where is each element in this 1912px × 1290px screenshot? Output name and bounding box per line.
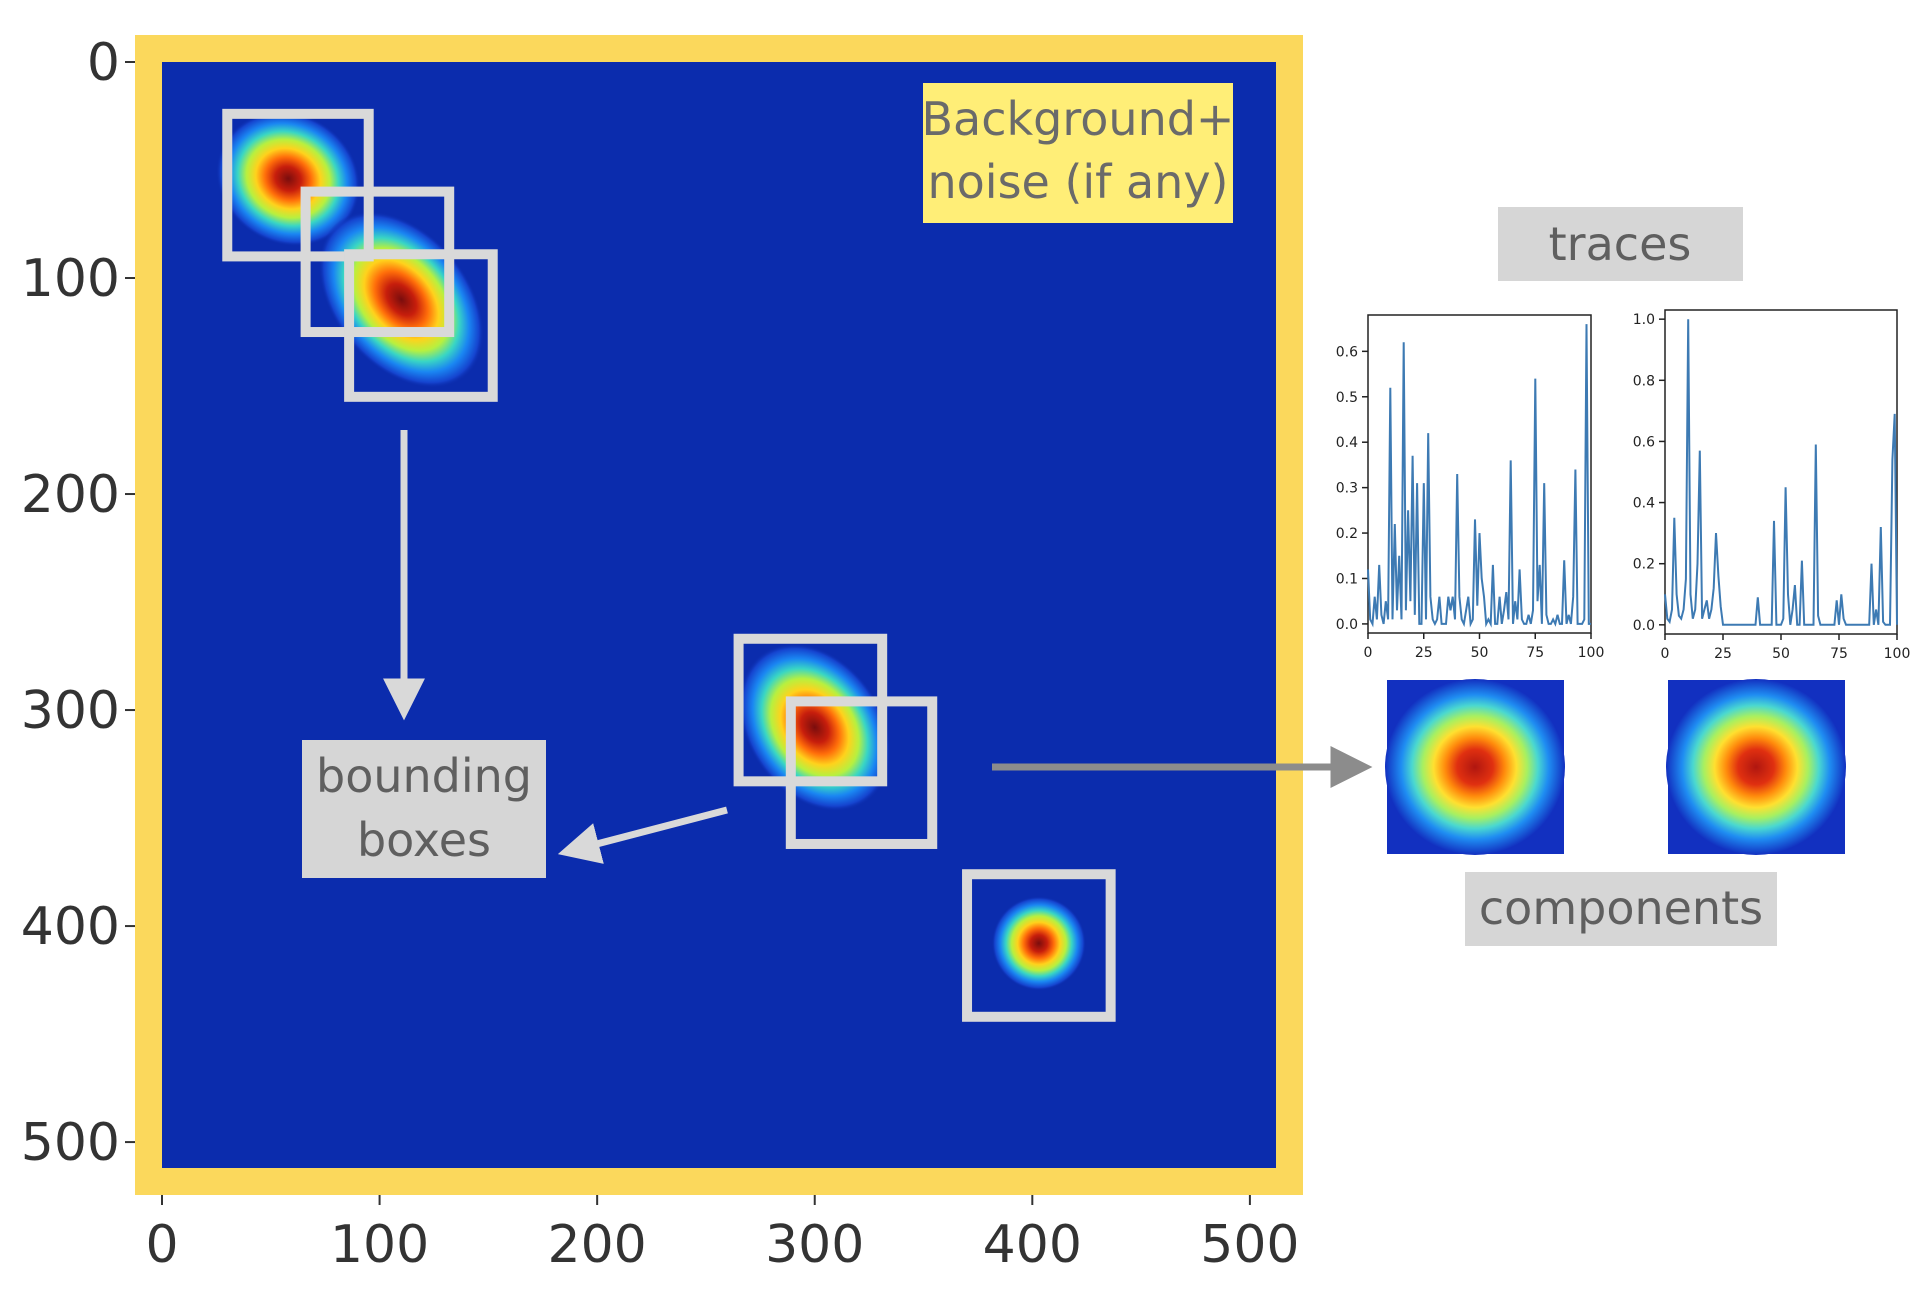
cell-blob	[739, 643, 891, 812]
background-noise-label-line1: Background+	[922, 92, 1235, 146]
x-tick-label: 300	[765, 1215, 864, 1275]
traces-label-box	[1498, 207, 1743, 281]
y-tick-label: 0	[87, 33, 120, 93]
y-tick-label: 200	[21, 465, 120, 525]
trace-x-tick-label: 25	[1714, 646, 1732, 662]
trace-y-tick-label: 1.0	[1633, 312, 1655, 328]
trace-y-tick-label: 0.4	[1336, 435, 1358, 451]
bounding-box	[344, 249, 498, 402]
component-2	[1666, 679, 1846, 855]
y-tick-label: 500	[21, 1113, 120, 1173]
x-tick-label: 200	[548, 1215, 647, 1275]
bounding-boxes-label-box	[302, 740, 546, 878]
cell-blob	[991, 896, 1086, 991]
trace-chart-1: 0.0 0.1 0.2 0.3 0.4 0.5 0.6 0 25 50 75 100	[1336, 314, 1605, 661]
component-1	[1385, 679, 1565, 855]
trace-y-tick-label: 0.4	[1633, 496, 1655, 512]
bounding-box	[962, 869, 1116, 1022]
trace-x-tick-label: 0	[1661, 646, 1670, 662]
bounding-boxes-label-line2: boxes	[357, 813, 491, 867]
bounding-boxes-label-line1: bounding	[316, 749, 532, 803]
trace-y-tick-label: 0.0	[1336, 617, 1358, 633]
cell-blob	[216, 111, 361, 247]
x-axis-ticks: 0 100 200 300 400 500	[145, 1195, 1300, 1275]
trace-chart-2: 0.0 0.2 0.4 0.6 0.8 1.0 0 25 50 75 100	[1633, 309, 1911, 662]
trace-series-line	[1664, 319, 1898, 626]
components-label-box	[1465, 872, 1777, 946]
y-tick-label: 100	[21, 249, 120, 309]
trace-x-tick-label: 75	[1526, 645, 1544, 661]
background-noise-label-line2: noise (if any)	[927, 155, 1228, 209]
bounding-box	[222, 108, 374, 262]
trace-x-tick-label: 50	[1471, 645, 1489, 661]
y-axis-ticks: 0 100 200 300 400 500	[21, 33, 135, 1173]
bounding-box	[785, 696, 938, 849]
bounding-box	[300, 186, 455, 338]
trace-y-tick-label: 0.1	[1336, 571, 1358, 587]
trace-y-tick-label: 0.8	[1633, 373, 1655, 389]
bounding-box-layer	[222, 108, 1116, 1022]
y-tick-label: 300	[21, 681, 120, 741]
components-label: components	[1479, 881, 1763, 935]
trace-y-tick-label: 0.2	[1336, 526, 1358, 542]
y-tick-label: 400	[21, 897, 120, 957]
x-tick-label: 400	[983, 1215, 1082, 1275]
trace-x-tick-label: 75	[1830, 646, 1848, 662]
arrow-left-to-bounding-boxes	[557, 806, 728, 864]
trace-series-line	[1367, 324, 1591, 628]
trace-y-tick-label: 0.6	[1633, 434, 1655, 450]
x-tick-label: 0	[145, 1215, 178, 1275]
trace-x-tick-label: 100	[1578, 645, 1605, 661]
trace-chart-frame	[1664, 309, 1898, 635]
trace-y-tick-label: 0.5	[1336, 390, 1358, 406]
component-1-blob	[1385, 679, 1565, 855]
trace-y-tick-label: 0.2	[1633, 557, 1655, 573]
trace-y-tick-label: 0.3	[1336, 481, 1358, 497]
background-noise-label-box	[923, 83, 1233, 223]
trace-y-tick-label: 0.0	[1633, 618, 1655, 634]
trace-x-tick-label: 100	[1884, 646, 1911, 662]
trace-x-tick-label: 0	[1364, 645, 1373, 661]
component-2-blob	[1666, 679, 1846, 855]
x-tick-label: 100	[330, 1215, 429, 1275]
trace-x-tick-label: 25	[1415, 645, 1433, 661]
bounding-box	[733, 633, 888, 787]
traces-label: traces	[1549, 217, 1692, 271]
trace-y-tick-label: 0.6	[1336, 344, 1358, 360]
x-tick-label: 500	[1200, 1215, 1299, 1275]
trace-x-tick-label: 50	[1772, 646, 1790, 662]
